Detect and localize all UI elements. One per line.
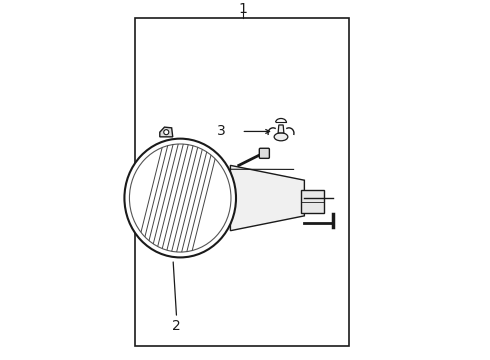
- Bar: [301, 190, 324, 213]
- Text: 3: 3: [217, 125, 226, 139]
- Ellipse shape: [129, 144, 231, 252]
- Polygon shape: [160, 127, 173, 137]
- Ellipse shape: [274, 133, 288, 141]
- Polygon shape: [230, 165, 304, 231]
- Ellipse shape: [124, 139, 236, 257]
- FancyBboxPatch shape: [259, 148, 270, 158]
- Bar: [135, 18, 349, 346]
- Circle shape: [164, 130, 169, 135]
- Polygon shape: [278, 125, 284, 133]
- Text: 2: 2: [172, 319, 181, 333]
- Text: 1: 1: [239, 2, 247, 16]
